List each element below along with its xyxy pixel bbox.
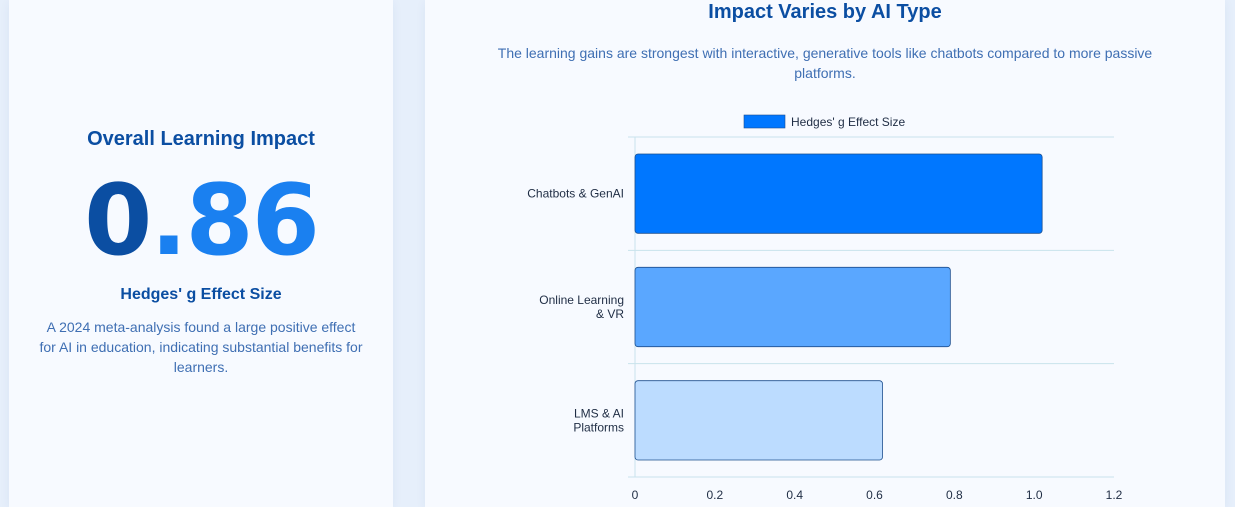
x-tick-label: 1.2 bbox=[1106, 488, 1123, 502]
category-label: & VR bbox=[596, 307, 624, 321]
summary-title: Overall Learning Impact bbox=[87, 128, 315, 150]
x-tick-label: 0.8 bbox=[946, 488, 963, 502]
effect-size-integer: 0 bbox=[84, 164, 152, 278]
category-label: Chatbots & GenAI bbox=[527, 187, 624, 201]
category-label: Platforms bbox=[573, 420, 624, 434]
chart-title: Impact Varies by AI Type bbox=[708, 1, 942, 23]
effect-size-value: 0.86 bbox=[9, 166, 393, 276]
effect-size-label: Hedges' g Effect Size bbox=[120, 286, 282, 303]
bar bbox=[634, 153, 1043, 234]
summary-card: Overall Learning Impact 0.86 Hedges' g E… bbox=[9, 0, 393, 507]
x-tick-label: 1.0 bbox=[1026, 488, 1043, 502]
legend-swatch bbox=[743, 114, 786, 129]
bar-chart: Chatbots & GenAI Online Learning& VR LMS &… bbox=[527, 114, 1123, 502]
legend-label: Hedges' g Effect Size bbox=[791, 115, 905, 129]
x-tick-label: 0.4 bbox=[786, 488, 803, 502]
category-label: LMS & AI bbox=[574, 406, 624, 420]
bar bbox=[634, 266, 951, 348]
summary-description: A 2024 meta-analysis found a large posit… bbox=[39, 319, 363, 375]
bar bbox=[634, 380, 883, 461]
category-label: Online Learning bbox=[539, 293, 624, 307]
x-tick-label: 0.6 bbox=[866, 488, 883, 502]
chart-subtitle: The learning gains are strongest with in… bbox=[497, 45, 1153, 81]
effect-size-decimal: .86 bbox=[150, 164, 320, 278]
chart-card: Impact Varies by AI Type The learning ga… bbox=[425, 0, 1225, 507]
x-tick-label: 0.2 bbox=[706, 488, 723, 502]
x-tick-label: 0 bbox=[632, 488, 639, 502]
